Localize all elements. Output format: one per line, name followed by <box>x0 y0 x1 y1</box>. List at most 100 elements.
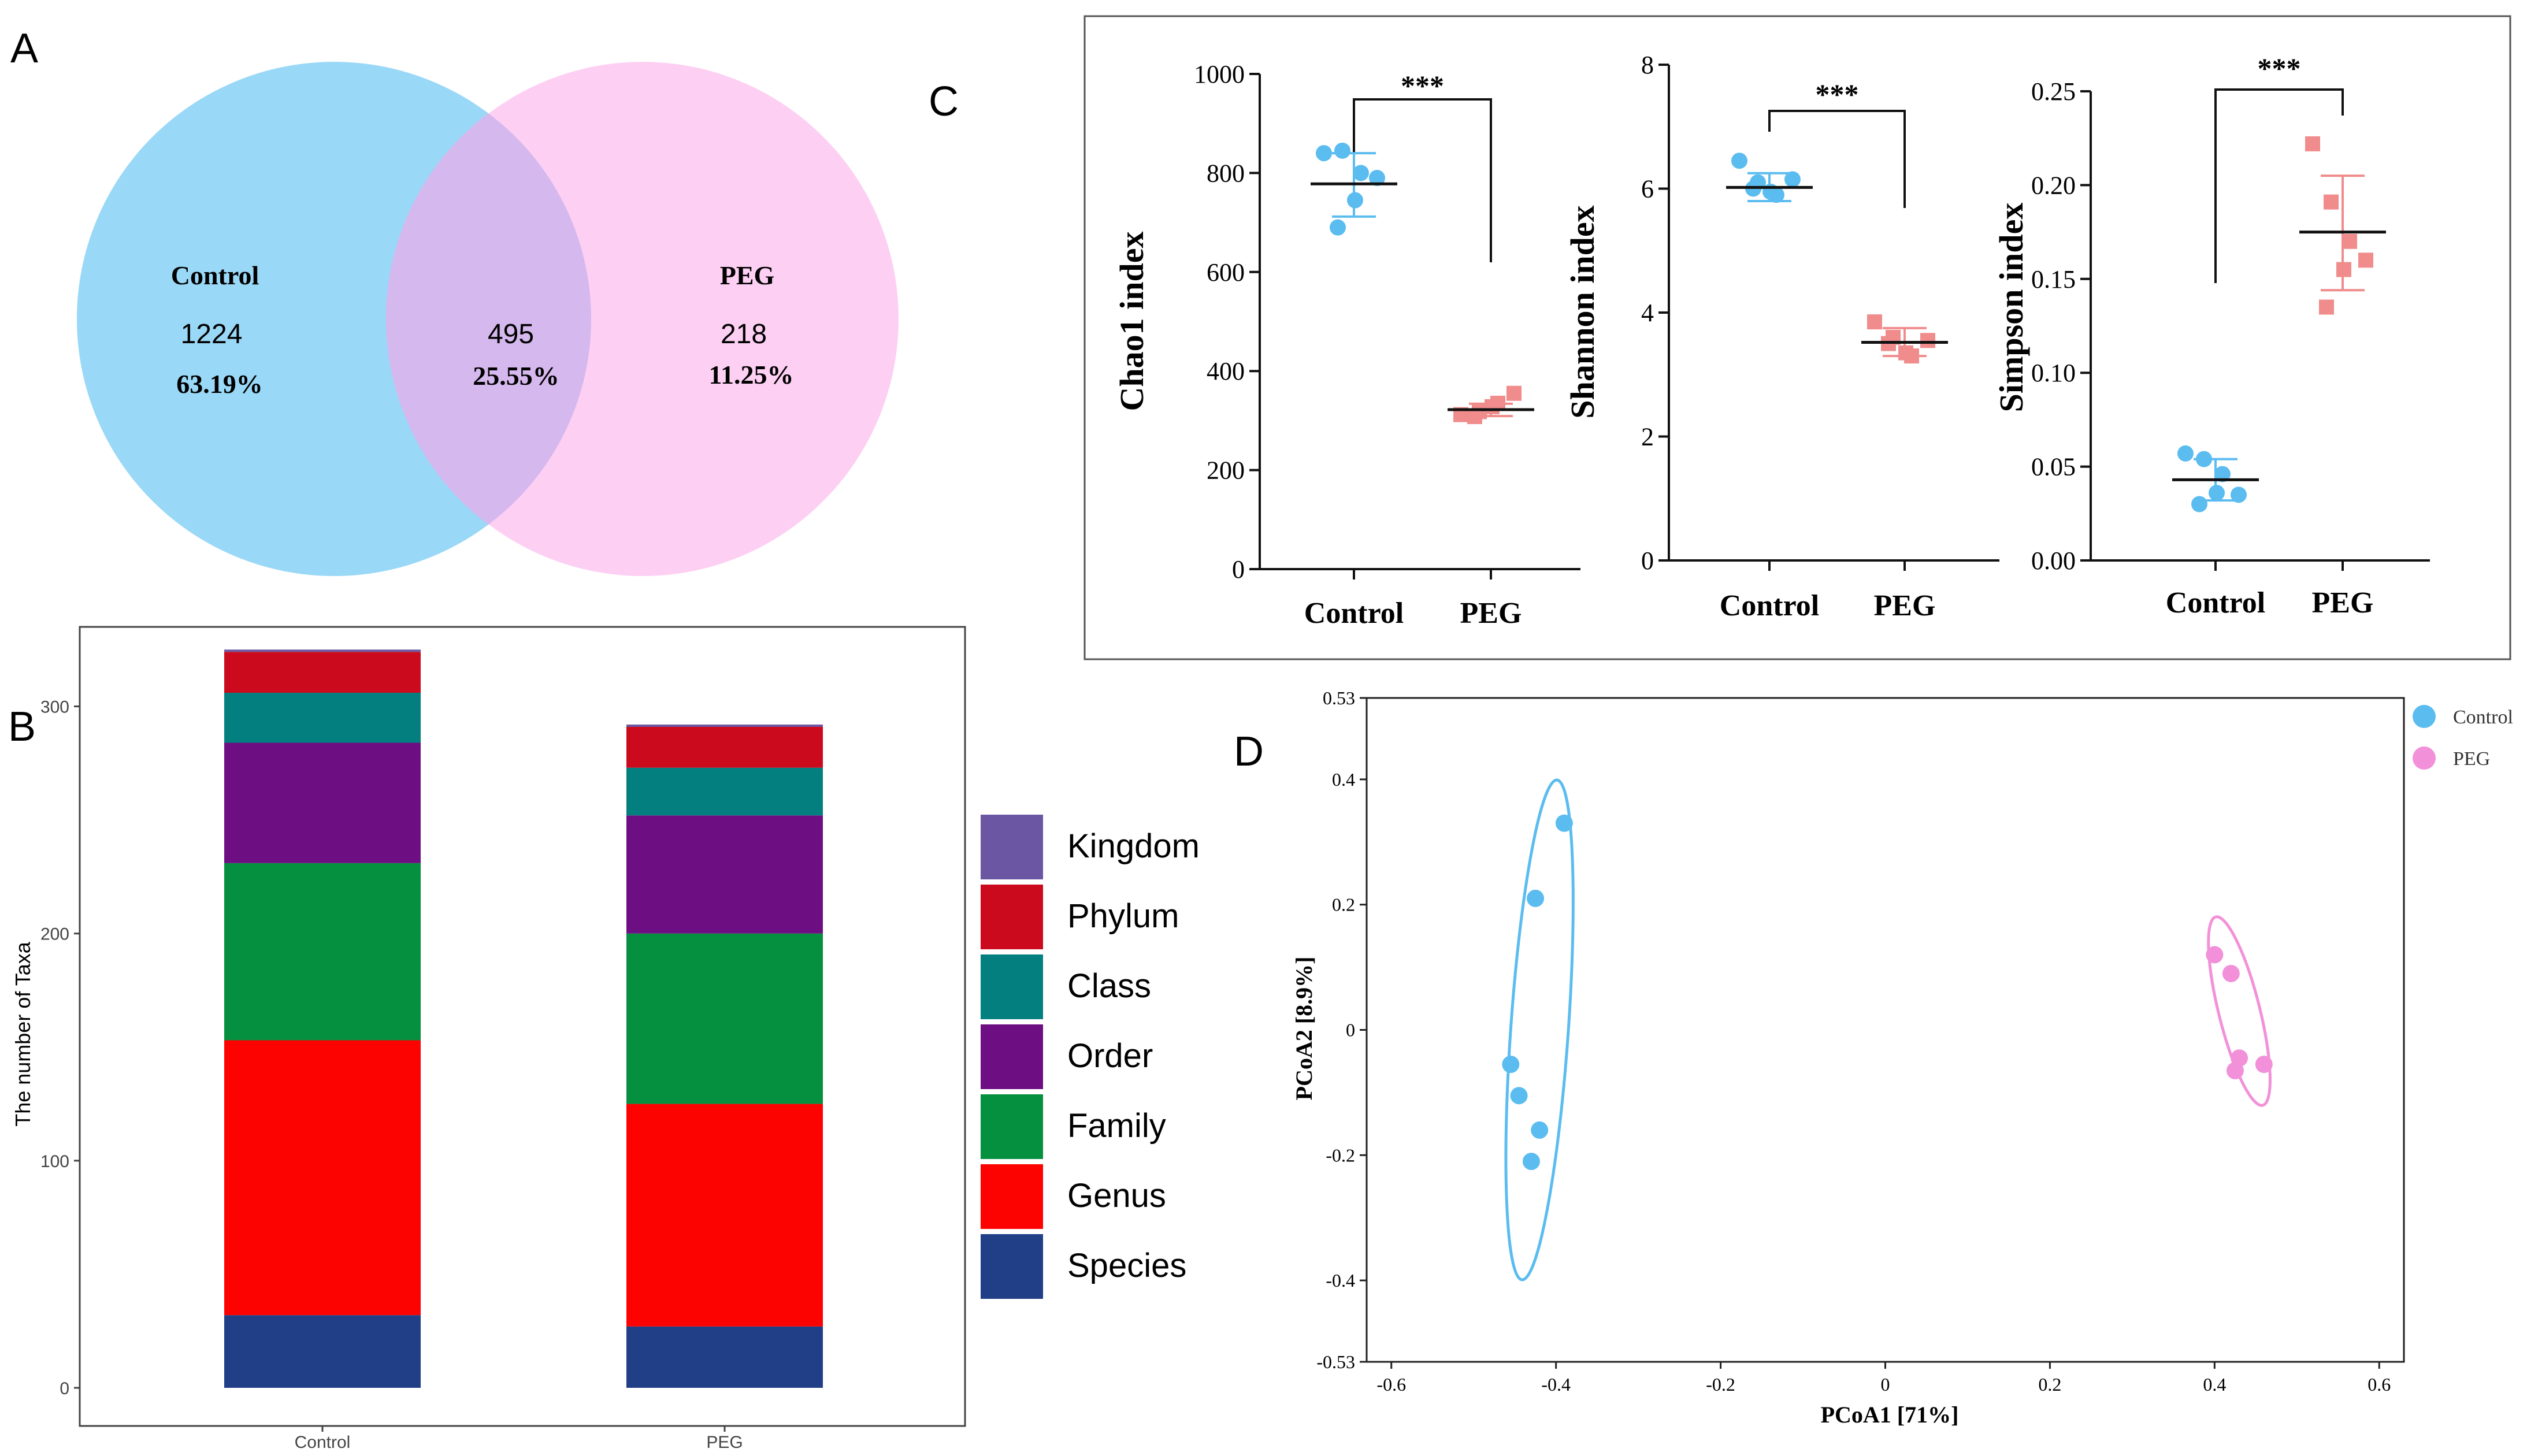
pcoa-ellipse-peg <box>2207 915 2272 1107</box>
simpson-ytick-label: 0.05 <box>2031 453 2076 481</box>
pcoa-ytick-label: 0 <box>1346 1020 1355 1041</box>
simpson-point-peg <box>2324 194 2339 210</box>
simpson-ytick-label: 0.25 <box>2031 77 2076 106</box>
chao1-ytick-label: 1000 <box>1194 60 1245 88</box>
taxa-bar-control-phylum <box>224 652 421 693</box>
panel-d: D -0.6 -0.4 -0.2 0 0.2 0.4 0.6 -0.53 -0.4 -0.2 0 0.… <box>1234 688 2513 1428</box>
shannon-significance-label: *** <box>1816 78 1859 110</box>
taxa-bar-peg-class <box>626 767 823 816</box>
simpson-significance-label: *** <box>2258 52 2301 84</box>
simpson-ytick-label: 0.20 <box>2031 171 2076 199</box>
simpson-point-peg <box>2319 299 2334 315</box>
simpson-point-control <box>2231 486 2247 503</box>
shannon-ytick-label: 4 <box>1641 299 1654 327</box>
pcoa-legend-label-control: Control <box>2453 707 2513 728</box>
legend-label-phylum: Phylum <box>1067 897 1179 935</box>
pcoa-ylabel: PCoA2 [8.9%] <box>1291 957 1317 1101</box>
chao1-ytick-label: 600 <box>1207 258 1245 287</box>
legend-swatch-kingdom <box>981 815 1043 879</box>
chao1-point-control <box>1369 169 1385 186</box>
taxa-ytick-label: 100 <box>40 1152 69 1171</box>
pcoa-ytick-label: -0.4 <box>1326 1270 1355 1291</box>
legend-label-family: Family <box>1067 1107 1166 1145</box>
shannon-xtick-label-control: Control <box>1720 589 1819 622</box>
simpson-ytick-label: 0.15 <box>2031 265 2076 294</box>
shannon-point-peg <box>1920 333 1935 348</box>
taxa-bar-peg-genus <box>626 1104 823 1327</box>
pcoa-ytick-label: 0.53 <box>1323 688 1355 708</box>
pcoa-point-peg <box>2226 1061 2244 1079</box>
pcoa-point-control <box>1510 1087 1528 1105</box>
chao1-point-control <box>1334 142 1350 159</box>
taxa-bar-peg-kingdom <box>626 725 823 727</box>
legend-label-order: Order <box>1067 1037 1153 1075</box>
chao1-point-peg <box>1506 385 1522 401</box>
venn-peg-label: PEG <box>720 261 775 290</box>
simpson-ylabel: Simpson index <box>1992 203 2030 413</box>
pcoa-ellipse-control <box>1504 778 1575 1282</box>
simpson-point-peg <box>2342 233 2357 249</box>
taxa-bar-control-order <box>224 742 421 863</box>
pcoa-point-control <box>1527 889 1545 907</box>
chao1-ylabel: Chao1 index <box>1113 231 1151 411</box>
taxa-bar-control-kingdom <box>224 649 421 652</box>
taxa-bar-peg-species <box>626 1326 823 1388</box>
simpson-xtick-label-peg: PEG <box>2312 586 2374 619</box>
pcoa-xtick-label: -0.2 <box>1706 1374 1735 1395</box>
chao1-point-control <box>1330 219 1346 236</box>
taxa-xtick-peg: PEG <box>706 1433 743 1452</box>
venn-control-count: 1224 <box>181 319 243 350</box>
taxa-ytick-label: 200 <box>40 925 69 944</box>
taxa-ytick-label: 300 <box>40 698 69 717</box>
taxa-bar-peg-family <box>626 933 823 1104</box>
shannon-plot: 0 2 4 6 8 Control PEG Shannon index *** <box>1564 51 1999 622</box>
panel-label-d: D <box>1234 729 1264 775</box>
pcoa-point-control <box>1502 1056 1520 1074</box>
pcoa-legend-marker-control <box>2413 705 2436 728</box>
panel-label-b: B <box>8 704 36 750</box>
pcoa-xtick-label: 0.4 <box>2203 1374 2226 1395</box>
pcoa-xtick-label: 0 <box>1881 1374 1890 1395</box>
venn-control-percent: 63.19% <box>176 369 263 399</box>
chao1-point-control <box>1316 145 1332 162</box>
pcoa-point-peg <box>2222 964 2240 982</box>
pcoa-point-peg <box>2206 946 2224 964</box>
chao1-ytick-label: 800 <box>1207 159 1245 187</box>
legend-swatch-class <box>981 954 1043 1019</box>
chao1-plot: 0 200 400 600 800 1000 Control PEG Chao1 index **… <box>1113 60 1580 630</box>
shannon-ytick-label: 6 <box>1641 175 1654 203</box>
pcoa-ytick-label: -0.2 <box>1326 1145 1355 1165</box>
taxa-bar-control-species <box>224 1315 421 1388</box>
panel-label-c: C <box>929 79 959 125</box>
simpson-significance-bracket <box>2214 88 2344 283</box>
taxa-bars <box>224 649 823 1388</box>
chao1-significance-bracket <box>1353 98 1492 262</box>
chao1-point-control <box>1353 165 1369 181</box>
shannon-point-control <box>1731 153 1747 169</box>
simpson-point-peg <box>2305 136 2320 151</box>
pcoa-legend-marker-peg <box>2413 746 2436 770</box>
legend-label-class: Class <box>1067 967 1151 1005</box>
chao1-ytick-label: 200 <box>1207 456 1245 485</box>
venn-control-label: Control <box>171 261 259 290</box>
simpson-point-control <box>2214 466 2231 482</box>
panel-label-a: A <box>10 25 38 72</box>
shannon-xtick-label-peg: PEG <box>1874 589 1936 622</box>
taxa-bar-peg-order <box>626 815 823 934</box>
shannon-ylabel: Shannon index <box>1564 205 1601 418</box>
shannon-ytick-label: 0 <box>1641 547 1654 575</box>
simpson-point-peg <box>2358 252 2373 268</box>
legend-swatch-genus <box>981 1164 1043 1229</box>
taxa-bar-control-genus <box>224 1040 421 1316</box>
shannon-point-peg <box>1867 314 1882 330</box>
legend-swatch-phylum <box>981 885 1043 949</box>
pcoa-point-control <box>1522 1153 1540 1171</box>
venn-overlap <box>385 113 591 525</box>
pcoa-legend: Control PEG <box>2413 705 2513 770</box>
pcoa-xtick-label: 0.6 <box>2368 1374 2391 1395</box>
simpson-point-control <box>2191 496 2207 512</box>
pcoa-plot: -0.6 -0.4 -0.2 0 0.2 0.4 0.6 -0.53 -0.4 -0.2 0 0.2 0… <box>1316 688 2405 1395</box>
taxa-xtick-control: Control <box>295 1433 351 1452</box>
taxa-bar-control-class <box>224 693 421 743</box>
